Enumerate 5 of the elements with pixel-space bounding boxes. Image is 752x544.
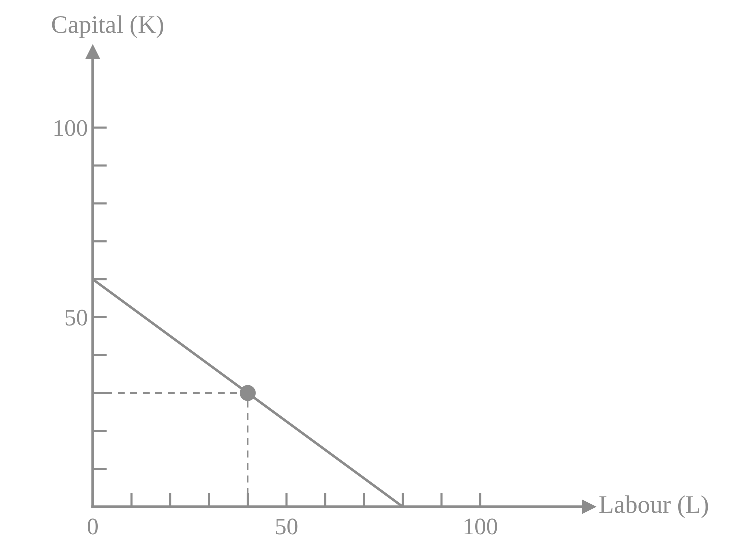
y-axis-title: Capital (K) <box>52 16 164 38</box>
x-tick-label: 100 <box>464 518 498 535</box>
x-axis-title: Labour (L) <box>600 496 708 518</box>
x-tick-label: 50 <box>276 518 298 535</box>
x-tick-label: 0 <box>88 518 98 535</box>
